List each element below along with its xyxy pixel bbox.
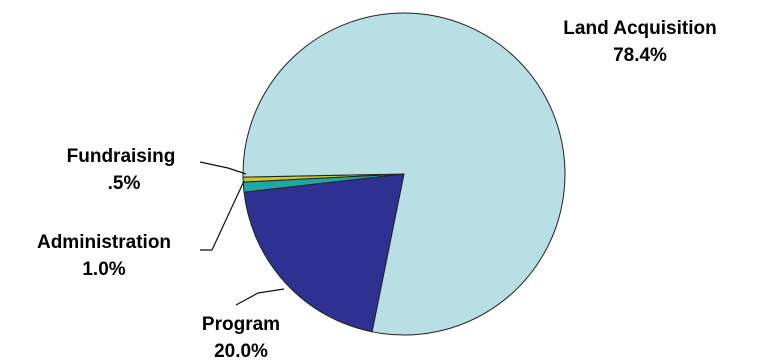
label-program: Program <box>202 314 280 335</box>
leader-line-fundraising <box>199 161 247 175</box>
leader-line-administration <box>200 180 245 251</box>
slice-land-acquisition <box>242 12 566 336</box>
label-fundraising: Fundraising <box>67 146 176 167</box>
leader-line-program <box>235 288 285 306</box>
value-fundraising: .5% <box>108 173 141 194</box>
value-land-acquisition: 78.4% <box>613 45 667 66</box>
label-land-acquisition: Land Acquisition <box>563 18 716 39</box>
label-administration: Administration <box>37 232 171 253</box>
value-program: 20.0% <box>214 341 268 362</box>
pie-slices <box>242 12 566 336</box>
value-administration: 1.0% <box>82 259 125 280</box>
slice-program <box>243 173 405 333</box>
